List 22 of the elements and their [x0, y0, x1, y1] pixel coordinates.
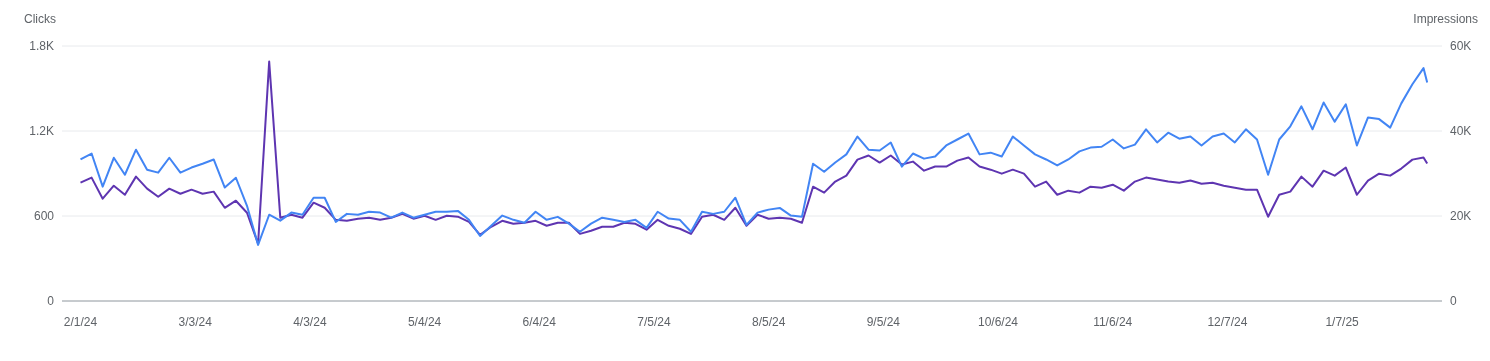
y2-tick-label: 40K — [1450, 124, 1472, 139]
x-tick-label: 3/3/24 — [178, 314, 213, 329]
y-tick-label: 600 — [33, 209, 55, 224]
x-tick-label: 2/1/24 — [63, 314, 98, 329]
x-tick-label: 12/7/24 — [1207, 314, 1248, 329]
x-tick-label: 4/3/24 — [293, 314, 327, 329]
x-tick-label: 5/4/24 — [407, 314, 442, 329]
y-tick-label: 0 — [47, 294, 55, 309]
x-tick-label: 1/7/25 — [1325, 314, 1360, 329]
y2-axis-title: Impressions — [1413, 12, 1478, 26]
y2-tick-label: 60K — [1450, 39, 1472, 54]
x-tick-label: 7/5/24 — [637, 314, 671, 329]
x-tick-label: 6/4/24 — [522, 314, 557, 329]
y2-tick-label: 20K — [1450, 209, 1472, 224]
y-tick-label: 1.2K — [29, 124, 54, 139]
x-tick-label: 10/6/24 — [978, 314, 1019, 329]
x-tick-label: 8/5/24 — [751, 314, 786, 329]
y-tick-label: 1.8K — [29, 39, 54, 54]
x-tick-label: 11/6/24 — [1093, 314, 1133, 329]
x-tick-label: 9/5/24 — [866, 314, 901, 329]
y-axis-title: Clicks — [24, 12, 56, 26]
y2-tick-label: 0 — [1450, 294, 1457, 309]
